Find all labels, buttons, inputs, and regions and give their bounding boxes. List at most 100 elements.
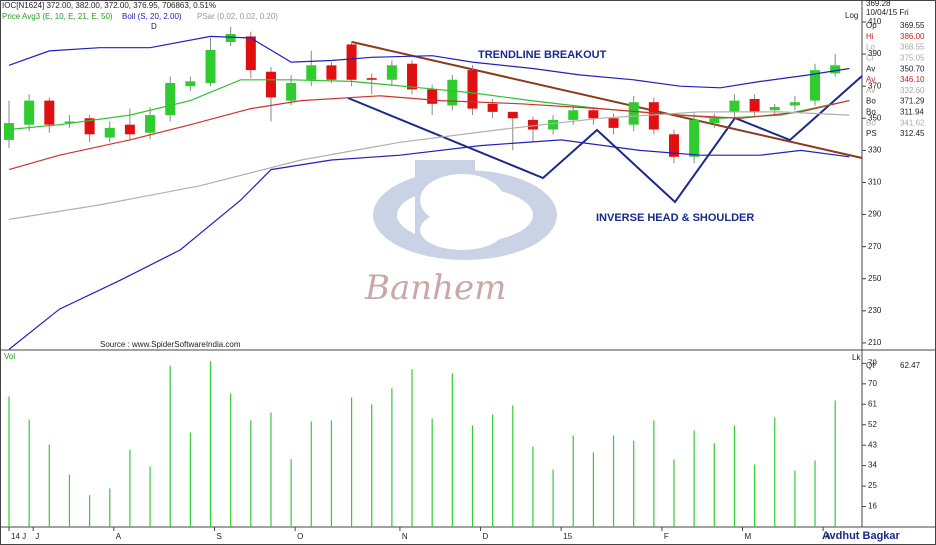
x-tick-label: M	[745, 532, 752, 541]
candle-body	[628, 102, 639, 125]
candle-body	[467, 70, 478, 109]
trendline	[351, 41, 863, 159]
candle-body	[668, 134, 679, 157]
candle-body	[225, 34, 236, 43]
y-tick-label: 270	[868, 242, 882, 251]
y-tick-label: 350	[868, 113, 882, 122]
info-value: 386.00	[900, 32, 925, 41]
candle-body	[64, 121, 75, 124]
info-value: 369.55	[900, 21, 925, 30]
candle-body	[608, 118, 619, 128]
y-tick-label: 16	[868, 502, 877, 511]
y-tick-label: 230	[868, 306, 882, 315]
source: Source : www.SpiderSoftwareIndia.com	[100, 340, 241, 349]
watermark: Banhem	[364, 268, 506, 308]
info-key: Av	[866, 86, 875, 95]
y-tick-label: 25	[868, 481, 877, 490]
indicator-line	[8, 35, 850, 89]
x-tick-label: 15	[563, 532, 572, 541]
header: Price Avg3 (E, 10, E, 21, E, 50)	[2, 12, 113, 21]
y-tick-label: 210	[868, 338, 882, 347]
indicator-line	[8, 111, 850, 220]
info-value: 341.62	[900, 118, 925, 127]
info: Qt	[866, 361, 875, 370]
y-tick-label: 79	[868, 358, 877, 367]
candle-body	[487, 103, 498, 112]
panel-title: Vol	[4, 352, 15, 361]
info-key: Av	[866, 64, 875, 73]
candle-body	[386, 65, 397, 80]
candle-body	[810, 70, 821, 101]
x-tick-label: O	[297, 532, 303, 541]
info-key: Av	[866, 75, 875, 84]
y-tick-label: 390	[868, 49, 882, 58]
candle-body	[205, 49, 216, 83]
candle-body	[84, 118, 95, 135]
info: 369.28	[866, 0, 891, 8]
candle-body	[346, 44, 357, 80]
y-tick-label: 70	[868, 379, 877, 388]
y-tick-label: 330	[868, 145, 882, 154]
candle-body	[165, 82, 176, 116]
candle-body	[568, 110, 579, 120]
y-tick-label: 34	[868, 461, 877, 470]
scale-label: Log	[845, 11, 858, 20]
candle-body	[24, 100, 35, 125]
info-value: 368.55	[900, 43, 925, 52]
candle-body	[4, 123, 15, 140]
logo	[373, 160, 557, 260]
info-value: 332.60	[900, 86, 925, 95]
y-tick-label: 61	[868, 399, 877, 408]
header: IOC[N1624] 372.00, 382.00, 372.00, 376.9…	[2, 1, 216, 10]
candle-body	[648, 102, 659, 130]
info-key: Cl	[866, 54, 874, 63]
x-tick-label: 14 J	[11, 532, 26, 541]
y-tick-label: 290	[868, 210, 882, 219]
info-value: 371.29	[900, 97, 925, 106]
candle-body	[447, 79, 458, 106]
candle-body	[145, 115, 156, 133]
info-value: 311.94	[900, 108, 924, 117]
candle-body	[689, 119, 700, 157]
info-key: Lo	[866, 43, 875, 52]
pattern-line	[347, 75, 863, 204]
info-key: Bo	[866, 108, 876, 117]
candle-body	[548, 119, 559, 130]
candle-body	[185, 81, 196, 87]
header: Boll (S, 20, 2.00)	[122, 12, 182, 21]
info-key: Op	[866, 21, 877, 30]
indicator-line	[8, 139, 850, 350]
candle-body	[507, 111, 518, 119]
candle-body	[286, 82, 297, 101]
x-tick-label: N	[402, 532, 408, 541]
x-tick-label: D	[483, 532, 489, 541]
x-tick-label: J	[35, 532, 39, 541]
annotation: TRENDLINE BREAKOUT	[478, 49, 607, 61]
candle-body	[44, 100, 55, 125]
candle-body	[124, 124, 135, 135]
info-value: 375.05	[900, 54, 925, 63]
y-tick-label: 370	[868, 81, 882, 90]
candle-body	[789, 102, 800, 106]
unit-label: Lk	[852, 353, 861, 362]
y-tick-label: 250	[868, 274, 882, 283]
y-tick-label: 52	[868, 420, 877, 429]
info-key: PS	[866, 129, 877, 138]
header: PSar (0.02, 0.02, 0.20)	[197, 12, 278, 21]
indicator-line	[8, 95, 850, 171]
y-tick-label: 43	[868, 440, 877, 449]
x-tick-label: F	[664, 532, 669, 541]
info-value: 312.45	[900, 129, 925, 138]
x-tick-label: S	[217, 532, 222, 541]
marker: D	[151, 22, 157, 31]
x-tick-label: A	[116, 532, 122, 541]
annotation: Avdhut Bagkar	[822, 530, 901, 542]
candle-body	[709, 118, 720, 124]
y-tick-label: 310	[868, 178, 882, 187]
candle-body	[104, 127, 115, 138]
info-key: Bo	[866, 97, 876, 106]
info-value: 346.10	[900, 75, 925, 84]
candle-body	[527, 119, 538, 130]
candle-body	[326, 65, 337, 80]
